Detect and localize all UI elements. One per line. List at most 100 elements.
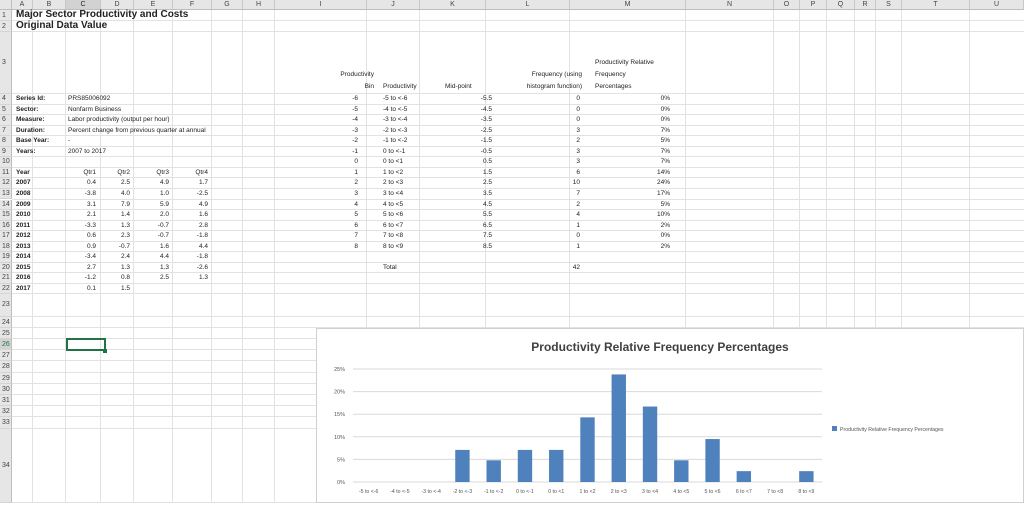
row-header-17[interactable]: 17 (0, 231, 12, 242)
row-header-5[interactable]: 5 (0, 104, 12, 116)
column-header-m[interactable]: M (570, 0, 686, 10)
percentage-cell: 2% (660, 242, 670, 250)
frequency-cell: 0 (576, 232, 580, 240)
row-header-7[interactable]: 7 (0, 125, 12, 137)
column-gridline (854, 10, 855, 503)
y-tick-label: 20% (334, 390, 345, 396)
row-header-18[interactable]: 18 (0, 241, 12, 253)
bar (799, 471, 814, 482)
quarter-value-cell: 1.3 (159, 263, 169, 271)
column-header-l[interactable]: L (486, 0, 570, 10)
bin-cell: 1 (354, 168, 358, 176)
x-tick-label: 0 to <-1 (516, 489, 534, 495)
midpoint-cell: 7.5 (482, 232, 492, 240)
frequency-cell: 3 (576, 158, 580, 166)
bin-header: Productivity (340, 71, 374, 78)
row-header-32[interactable]: 32 (0, 406, 12, 418)
row-header-3[interactable]: 3 (0, 32, 12, 94)
row-header-20[interactable]: 20 (0, 262, 12, 274)
row-gridline (12, 103, 1024, 105)
row-header-23[interactable]: 23 (0, 294, 12, 317)
frequency-cell: 2 (576, 200, 580, 208)
column-header-t[interactable]: T (902, 0, 970, 10)
row-header-30[interactable]: 30 (0, 383, 12, 396)
quarter-value-cell: -0.7 (157, 232, 169, 240)
selected-cell-c26[interactable] (66, 338, 106, 352)
row-header-8[interactable]: 8 (0, 136, 12, 147)
column-header-h[interactable]: H (243, 0, 275, 10)
column-gridline (366, 10, 367, 503)
row-header-4[interactable]: 4 (0, 94, 12, 105)
row-header-34[interactable]: 34 (0, 428, 12, 503)
quarter-value-cell: 4.0 (120, 189, 130, 197)
column-header-r[interactable]: R (855, 0, 876, 10)
sheet-subtitle: Original Data Value (16, 20, 108, 31)
row-header-27[interactable]: 27 (0, 350, 12, 362)
row-header-2[interactable]: 2 (0, 21, 12, 32)
meta-label: Years: (16, 147, 36, 155)
x-tick-label: -1 to <-2 (484, 489, 504, 495)
row-header-25[interactable]: 25 (0, 327, 12, 340)
range-cell: -2 to <-3 (383, 126, 408, 134)
row-header-6[interactable]: 6 (0, 115, 12, 126)
column-header-j[interactable]: J (367, 0, 420, 10)
histogram-chart[interactable]: Productivity Relative Frequency Percenta… (316, 328, 1024, 503)
column-header-n[interactable]: N (686, 0, 774, 10)
row-header-14[interactable]: 14 (0, 199, 12, 211)
year-cell: 2016 (16, 274, 31, 282)
frequency-cell: 0 (576, 95, 580, 102)
x-tick-label: 5 to <6 (705, 489, 721, 495)
quarter-column-header: Qtr1 (83, 168, 96, 176)
row-header-12[interactable]: 12 (0, 178, 12, 189)
quarter-value-cell: 2.8 (198, 221, 208, 229)
column-header-s[interactable]: S (876, 0, 902, 10)
column-header-i[interactable]: I (275, 0, 367, 10)
row-header-29[interactable]: 29 (0, 372, 12, 384)
total-label: Total (383, 263, 397, 271)
fill-handle[interactable] (103, 349, 107, 354)
column-header-g[interactable]: G (212, 0, 243, 10)
column-header-e[interactable]: E (134, 0, 173, 10)
column-header-a[interactable]: A (12, 0, 33, 10)
row-header-15[interactable]: 15 (0, 210, 12, 221)
row-header-10[interactable]: 10 (0, 157, 12, 168)
column-header-o[interactable]: O (774, 0, 800, 10)
year-cell: 2007 (16, 179, 31, 187)
row-header-22[interactable]: 22 (0, 283, 12, 295)
quarter-column-header: Qtr4 (195, 168, 208, 176)
bin-cell: -3 (352, 126, 358, 134)
select-all-corner[interactable] (0, 0, 12, 10)
column-header-u[interactable]: U (970, 0, 1024, 10)
row-header-1[interactable]: 1 (0, 10, 12, 21)
row-gridline (12, 31, 1024, 32)
row-header-16[interactable]: 16 (0, 220, 12, 232)
column-header-b[interactable]: B (33, 0, 66, 10)
row-header-19[interactable]: 19 (0, 252, 12, 263)
column-header-f[interactable]: F (173, 0, 212, 10)
row-gridline (12, 124, 1024, 126)
row-header-33[interactable]: 33 (0, 417, 12, 429)
column-header-d[interactable]: D (101, 0, 134, 10)
row-header-26[interactable]: 26 (0, 339, 12, 351)
row-header-24[interactable]: 24 (0, 316, 12, 328)
meta-label: Measure: (16, 116, 45, 124)
frequency-cell: 2 (576, 137, 580, 145)
row-header-13[interactable]: 13 (0, 188, 12, 200)
row-header-28[interactable]: 28 (0, 361, 12, 373)
x-tick-label: 4 to <5 (673, 489, 689, 495)
row-header-31[interactable]: 31 (0, 395, 12, 407)
row-gridline (12, 209, 1024, 211)
midpoint-cell: -3.5 (480, 116, 492, 124)
column-header-c[interactable]: C (66, 0, 101, 10)
row-gridline (12, 93, 1024, 94)
percentage-cell: 0% (660, 232, 670, 240)
column-header-q[interactable]: Q (827, 0, 855, 10)
column-header-p[interactable]: P (800, 0, 827, 10)
row-header-11[interactable]: 11 (0, 167, 12, 179)
range-header: Productivity (383, 83, 417, 90)
column-gridline (32, 10, 33, 503)
row-header-21[interactable]: 21 (0, 273, 12, 284)
column-header-k[interactable]: K (420, 0, 486, 10)
quarter-value-cell: -2.5 (196, 189, 208, 197)
row-header-9[interactable]: 9 (0, 146, 12, 158)
